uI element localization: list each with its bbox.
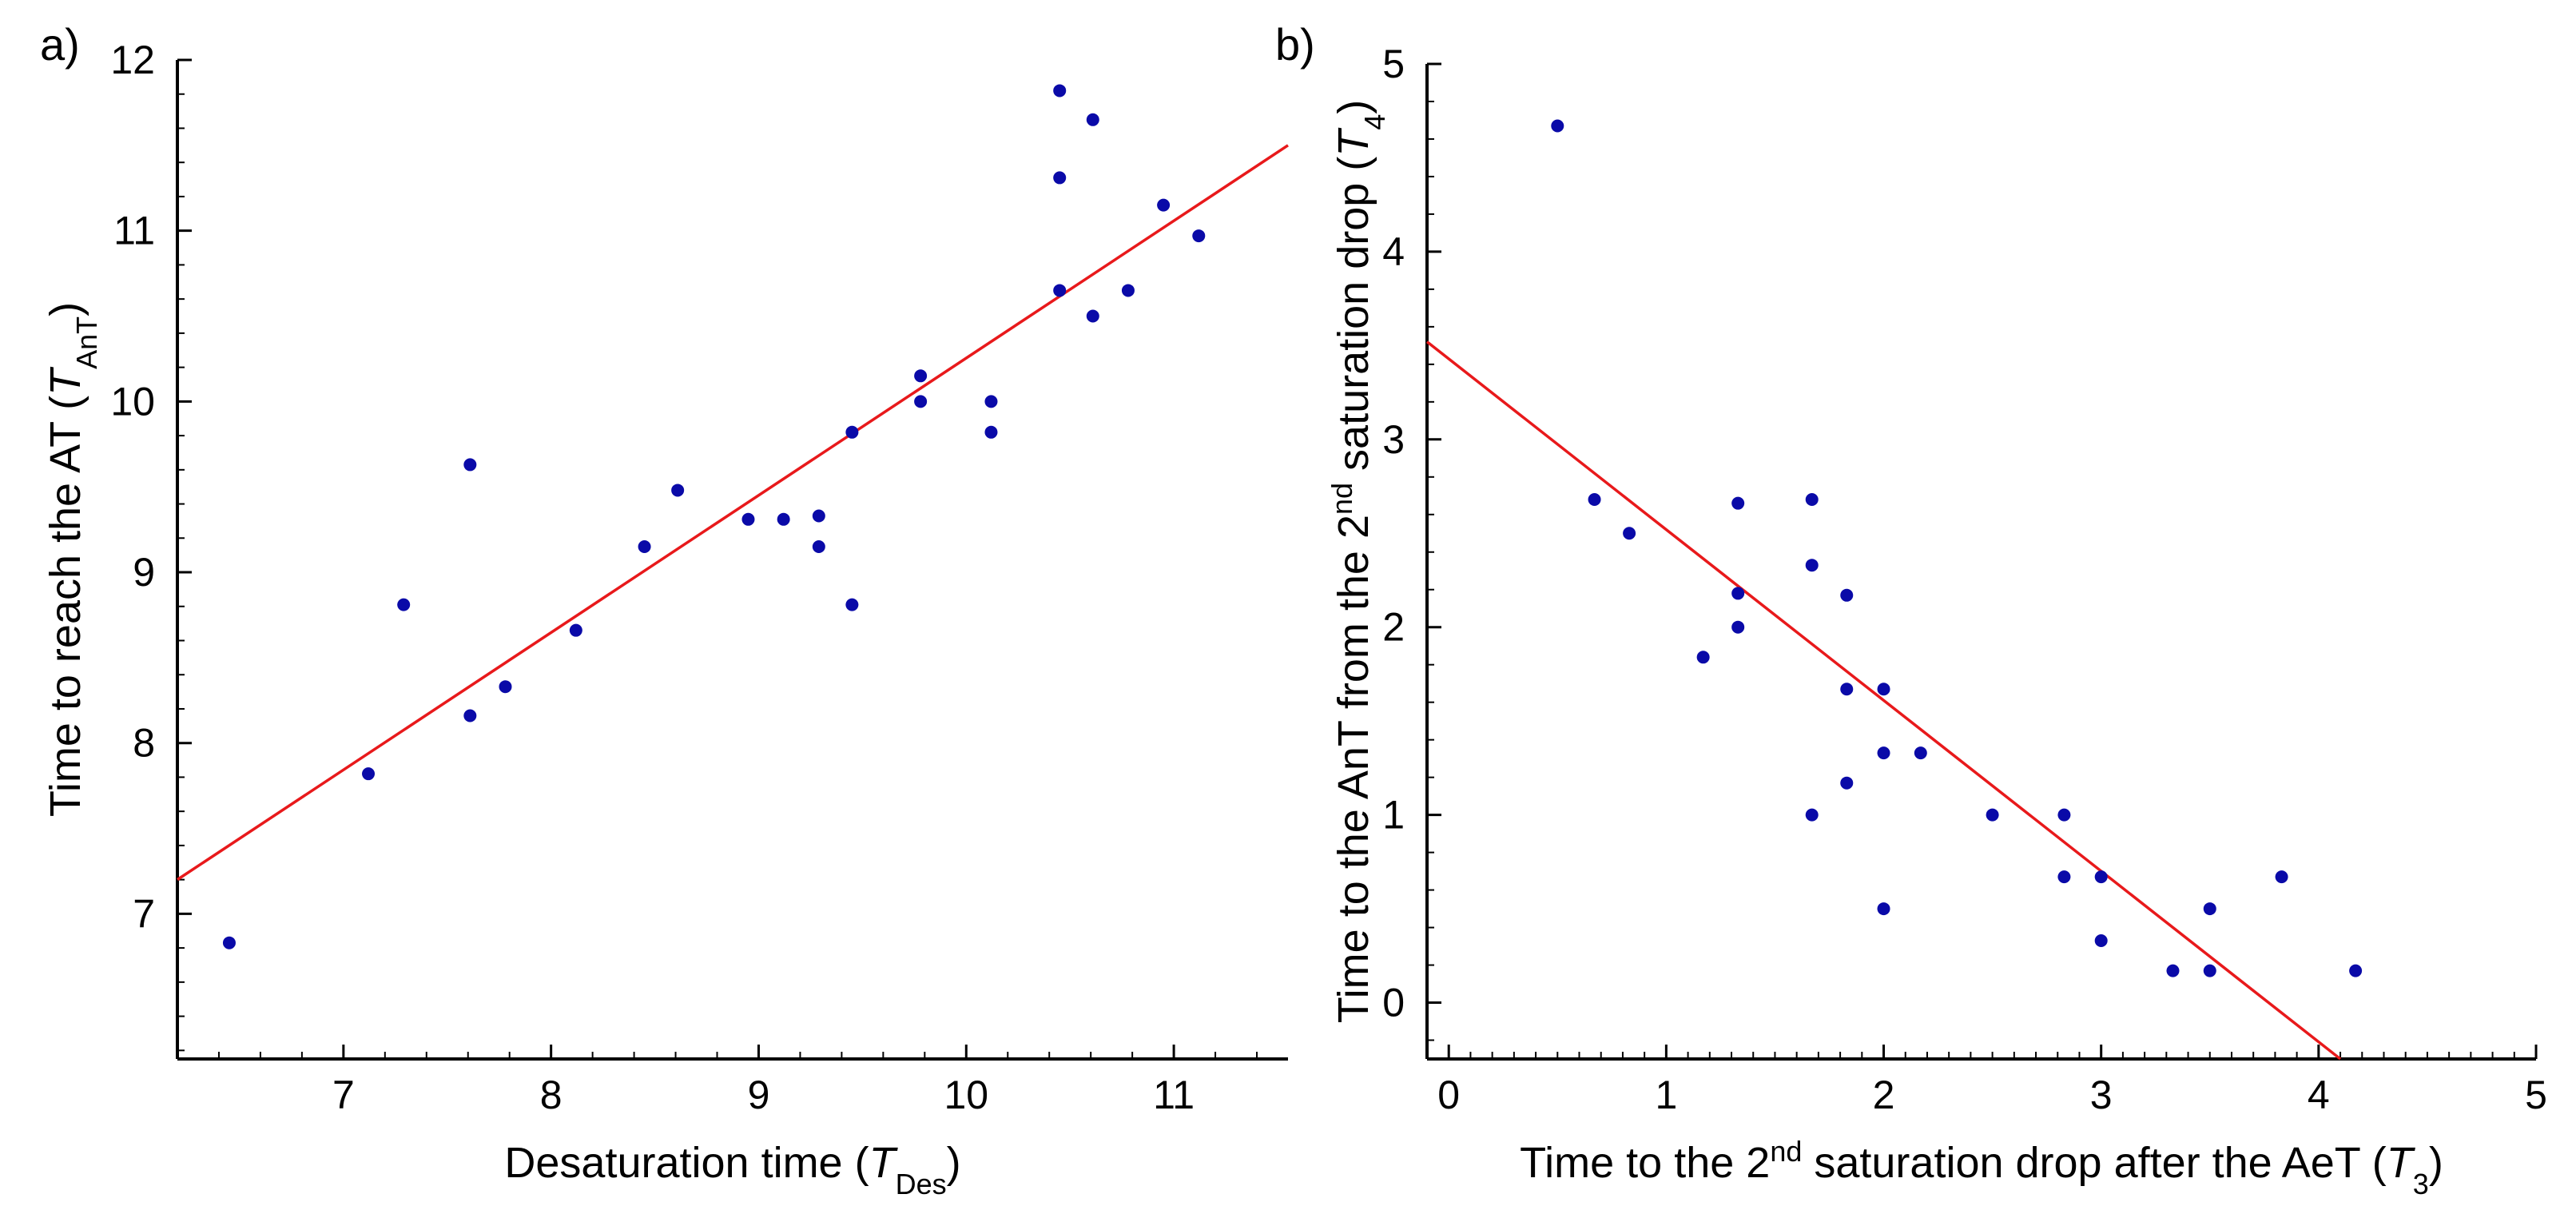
panel-a: a) 7 8 9 10 11 7 8 9 10 11 12 Desaturation time (TDe… bbox=[40, 19, 1289, 1200]
panel-label: a) bbox=[40, 19, 80, 70]
data-point bbox=[1840, 683, 1854, 696]
y-tick-label: 8 bbox=[133, 721, 155, 766]
data-point bbox=[2349, 964, 2363, 977]
y-axis-title: Time to the AnT from the 2nd saturation … bbox=[1326, 100, 1391, 1024]
x-tick-label: 1 bbox=[1655, 1073, 1677, 1117]
data-point bbox=[812, 539, 825, 553]
data-point bbox=[2275, 870, 2288, 884]
data-point bbox=[2166, 964, 2180, 977]
y-axis-title: Time to reach the AT (TAnT) bbox=[42, 302, 103, 817]
data-point bbox=[812, 509, 825, 523]
data-point bbox=[2203, 902, 2216, 916]
data-point bbox=[1731, 620, 1745, 634]
x-tick-label: 9 bbox=[748, 1073, 770, 1117]
y-tick-label: 2 bbox=[1382, 605, 1405, 650]
data-point bbox=[777, 512, 790, 526]
data-point bbox=[1551, 119, 1564, 133]
x-tick-label: 11 bbox=[1153, 1073, 1195, 1117]
data-point bbox=[1877, 746, 1890, 760]
y-tick-label: 3 bbox=[1382, 417, 1405, 462]
data-point bbox=[463, 458, 477, 472]
data-point bbox=[362, 767, 376, 781]
data-point bbox=[1053, 171, 1067, 185]
data-point bbox=[845, 598, 859, 611]
data-point bbox=[2094, 934, 2108, 948]
data-point bbox=[569, 623, 582, 637]
y-tick-label: 11 bbox=[113, 209, 155, 253]
data-point bbox=[1805, 492, 1819, 506]
data-point bbox=[1157, 198, 1171, 212]
data-point bbox=[1805, 808, 1819, 822]
data-point bbox=[2057, 808, 2071, 822]
data-point bbox=[2203, 964, 2216, 977]
y-tick-label: 5 bbox=[1382, 42, 1405, 86]
data-point bbox=[222, 936, 236, 949]
x-tick-label: 3 bbox=[2090, 1073, 2113, 1117]
x-axis-title: Desaturation time (TDes) bbox=[504, 1139, 960, 1200]
data-point bbox=[1696, 651, 1710, 664]
data-point bbox=[2057, 870, 2071, 884]
data-point bbox=[1877, 902, 1890, 916]
data-point bbox=[1623, 527, 1636, 540]
data-point bbox=[741, 512, 755, 526]
data-point bbox=[397, 598, 411, 611]
data-point bbox=[1053, 284, 1067, 297]
y-tick-label: 10 bbox=[110, 379, 155, 424]
data-point bbox=[1086, 309, 1099, 323]
x-tick-label: 4 bbox=[2308, 1073, 2330, 1117]
y-tick-label: 12 bbox=[110, 38, 155, 82]
panel-label: b) bbox=[1275, 19, 1315, 70]
data-point bbox=[1914, 746, 1927, 760]
x-tick-label: 7 bbox=[332, 1073, 355, 1117]
data-point bbox=[1192, 229, 1206, 243]
x-tick-label: 2 bbox=[1873, 1073, 1895, 1117]
data-point bbox=[984, 425, 998, 439]
data-point bbox=[1588, 492, 1601, 506]
data-point bbox=[1840, 588, 1854, 602]
y-tick-label: 4 bbox=[1382, 229, 1405, 274]
data-point bbox=[1877, 683, 1890, 696]
y-tick-label: 0 bbox=[1382, 981, 1405, 1025]
data-point bbox=[499, 680, 512, 694]
panel-b: b) 0 1 2 3 4 5 0 1 2 3 4 5 Time to the 2nd saturation… bbox=[1275, 19, 2547, 1200]
x-tick-label: 5 bbox=[2525, 1073, 2547, 1117]
data-point bbox=[1731, 587, 1745, 600]
data-point bbox=[638, 539, 651, 553]
x-tick-label: 0 bbox=[1437, 1073, 1460, 1117]
x-tick-label: 10 bbox=[944, 1073, 988, 1117]
data-point bbox=[463, 709, 477, 722]
data-point bbox=[984, 395, 998, 408]
data-point bbox=[1121, 284, 1135, 297]
data-point bbox=[1086, 113, 1099, 126]
data-point bbox=[1053, 84, 1067, 98]
data-point bbox=[914, 369, 928, 383]
data-point bbox=[1805, 559, 1819, 572]
y-tick-label: 9 bbox=[133, 550, 155, 595]
data-point bbox=[2094, 870, 2108, 884]
regression-line bbox=[177, 144, 1289, 882]
y-tick-label: 7 bbox=[133, 891, 155, 936]
data-point bbox=[1986, 808, 1999, 822]
x-tick-label: 8 bbox=[540, 1073, 563, 1117]
data-point bbox=[845, 425, 859, 439]
data-point bbox=[1731, 496, 1745, 510]
data-point bbox=[671, 484, 685, 497]
regression-line bbox=[1425, 340, 2342, 1061]
y-tick-label: 1 bbox=[1382, 793, 1405, 838]
x-axis-title: Time to the 2nd saturation drop after th… bbox=[1520, 1135, 2443, 1200]
data-point bbox=[1840, 776, 1854, 790]
data-point bbox=[914, 395, 928, 408]
